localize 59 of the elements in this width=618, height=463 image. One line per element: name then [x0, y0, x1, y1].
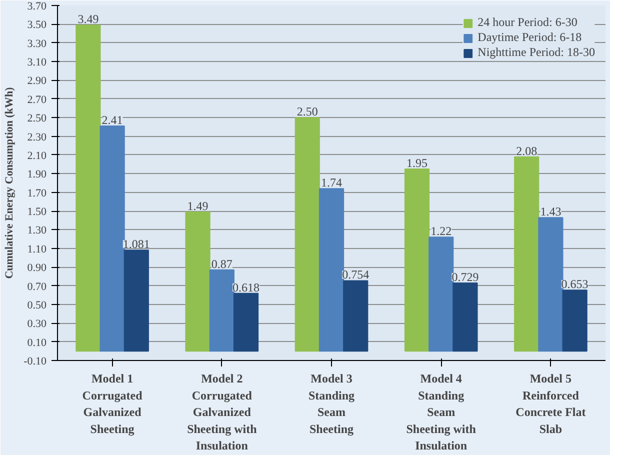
data-label: 0.653 [561, 277, 588, 292]
y-tick-label: 3.10 [27, 56, 47, 69]
data-label: 1.74 [321, 176, 342, 190]
legend-label: Daytime Period: 6-18 [478, 30, 582, 45]
x-tick-label: Model 4 Standing Seam Sheeting with Insulation [406, 372, 476, 453]
bar [100, 126, 125, 352]
data-label: 1.43 [540, 204, 562, 219]
bar [209, 269, 234, 352]
data-label: 2.41 [102, 113, 123, 128]
bar [124, 250, 149, 352]
legend-label: Nighttime Period: 18-30 [478, 45, 595, 60]
y-tick-label: 0.30 [27, 318, 47, 330]
y-tick-label: 2.30 [27, 131, 47, 144]
y-tick-label: 1.70 [27, 187, 47, 200]
bar [76, 24, 101, 352]
y-tick-label: 0.50 [27, 299, 47, 312]
data-label: 3.49 [78, 12, 99, 26]
data-label: 0.87 [211, 256, 232, 271]
bar [538, 217, 564, 352]
x-tick-label: Model 5 Reinforced Concrete Flat Slab [516, 372, 586, 436]
bar [562, 290, 588, 352]
data-label: 1.22 [430, 224, 452, 238]
y-tick-label: 1.10 [27, 243, 47, 256]
bar [294, 117, 320, 352]
bar [343, 280, 368, 352]
y-tick-label: 1.50 [27, 206, 47, 218]
data-label: 1.95 [406, 156, 428, 170]
data-label: 2.50 [296, 104, 318, 119]
y-axis-title: Cumulative Energy Consumption (kWh) [4, 86, 16, 279]
y-tick-label: 3.70 [27, 0, 47, 12]
y-tick-label: 1.90 [27, 168, 47, 181]
data-label: 0.754 [342, 268, 370, 282]
x-tick-label: Model 2 Corrugated Galvanized Sheeting with Insulation [187, 372, 258, 453]
y-tick-label: -0.10 [24, 356, 47, 368]
y-tick-label: 0.70 [27, 280, 47, 293]
bar [428, 236, 454, 352]
data-label: 0.729 [452, 270, 479, 284]
bar [185, 211, 210, 352]
y-tick-label: 3.50 [27, 19, 47, 32]
x-tick-label: Model 3 Standing Seam Sheeting [308, 372, 355, 436]
data-label: 1.081 [122, 237, 150, 252]
bar [233, 292, 259, 352]
data-label: 2.08 [516, 144, 538, 158]
bar [514, 156, 540, 352]
bar [404, 168, 430, 352]
x-tick-label: Model 1 Corrugated Galvanized Sheeting [82, 372, 143, 436]
y-tick-label: 2.70 [27, 94, 47, 106]
y-tick-label: 0.10 [27, 336, 47, 349]
y-tick-label: 2.10 [27, 150, 47, 162]
y-tick-label: 3.30 [27, 38, 47, 50]
y-tick-label: 2.50 [27, 112, 47, 125]
data-label: 1.49 [187, 198, 208, 213]
bar [452, 282, 478, 352]
legend-label: 24 hour Period: 6-30 [478, 15, 578, 30]
y-tick-label: 2.90 [27, 75, 47, 88]
data-label: 0.618 [232, 280, 260, 294]
bar [318, 188, 344, 352]
y-tick-label: 1.30 [27, 224, 47, 237]
y-tick-label: 0.90 [27, 262, 47, 274]
